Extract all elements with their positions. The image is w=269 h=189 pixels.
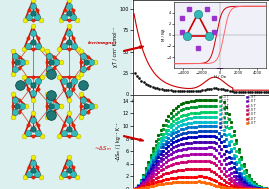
- X-axis label: T / K: T / K: [195, 105, 207, 110]
- Legend: 0.9 T, 1.0 T, 1.5 T, 2.0 T, 3.0 T, 4.0 T, 5.0 T: 0.9 T, 1.0 T, 1.5 T, 2.0 T, 3.0 T, 4.0 T…: [246, 95, 256, 125]
- Text: $\sim\!\Delta S_m$: $\sim\!\Delta S_m$: [93, 144, 112, 153]
- Y-axis label: χT / cm³ K mol⁻¹: χT / cm³ K mol⁻¹: [113, 27, 118, 67]
- Y-axis label: -ΔSₘ / J kg⁻¹ K⁻¹: -ΔSₘ / J kg⁻¹ K⁻¹: [116, 122, 121, 161]
- Text: ferrimagnet: ferrimagnet: [87, 41, 117, 45]
